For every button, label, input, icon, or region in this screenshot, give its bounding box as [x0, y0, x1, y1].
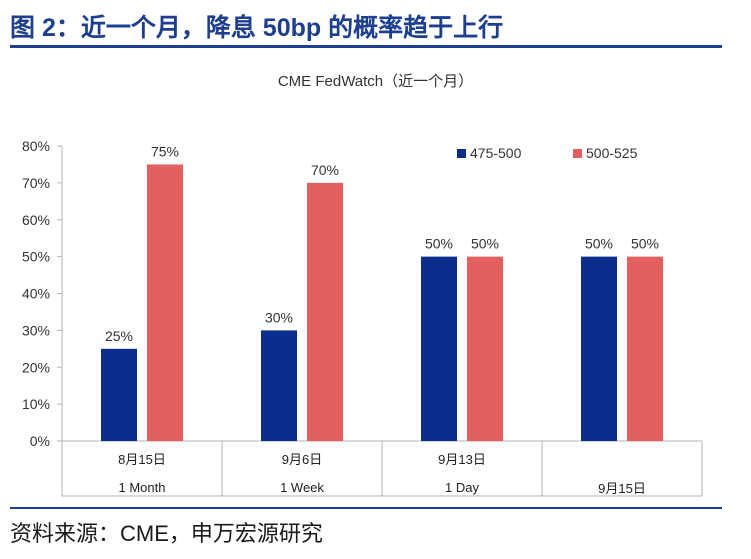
category-label: 9月6日 [282, 452, 322, 467]
category-label: 8月15日 [118, 452, 166, 467]
bar-value-label: 50% [471, 236, 499, 252]
source-note: 资料来源：CME，申万宏源研究 [10, 521, 323, 546]
category-label: 9月15日 [598, 481, 646, 496]
legend-label: 500-525 [586, 145, 638, 161]
legend-swatch-475-500 [457, 149, 466, 158]
bar-value-label: 75% [151, 143, 179, 159]
bar-475-500 [101, 348, 137, 441]
bar-value-label: 25% [105, 328, 133, 344]
legend-label: 475-500 [470, 145, 522, 161]
bar-500-525 [467, 256, 503, 441]
bar-value-label: 50% [631, 236, 659, 252]
title-divider [10, 45, 722, 48]
y-tick-label: 10% [22, 396, 50, 412]
category-sublabel: 1 Month [119, 480, 166, 495]
y-tick-label: 50% [22, 249, 50, 265]
figure-title: 图 2：近一个月，降息 50bp 的概率趋于上行 [10, 14, 504, 42]
bar-value-label: 70% [311, 162, 339, 178]
y-tick-label: 70% [22, 175, 50, 191]
y-tick-label: 60% [22, 212, 50, 228]
source-divider [10, 507, 722, 509]
bar-500-525 [307, 182, 343, 441]
category-sublabel: 1 Week [280, 480, 324, 495]
bar-500-525 [627, 256, 663, 441]
bar-500-525 [147, 164, 183, 441]
bar-value-label: 30% [265, 309, 293, 325]
legend-swatch-500-525 [573, 149, 582, 158]
y-tick-label: 20% [22, 359, 50, 375]
bar-475-500 [421, 256, 457, 441]
bar-value-label: 50% [425, 236, 453, 252]
y-tick-label: 80% [22, 138, 50, 154]
chart-title: CME FedWatch（近一个月） [277, 73, 474, 90]
bar-475-500 [581, 256, 617, 441]
category-sublabel: 1 Day [445, 480, 479, 495]
bar-475-500 [261, 330, 297, 441]
y-tick-label: 30% [22, 322, 50, 338]
category-label: 9月13日 [438, 452, 486, 467]
y-tick-label: 0% [30, 433, 50, 449]
bar-value-label: 50% [585, 236, 613, 252]
y-tick-label: 40% [22, 286, 50, 302]
